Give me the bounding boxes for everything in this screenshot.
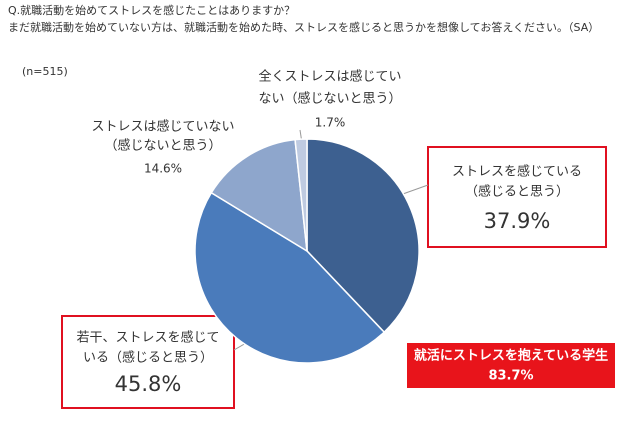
sample-size: (n=515) <box>22 65 68 78</box>
highlight-box <box>427 146 607 248</box>
slice-label: （感じると思う） <box>465 184 569 200</box>
slice-label: ない（感じないと思う） <box>258 91 401 107</box>
value-label: 14.6% <box>144 162 182 176</box>
slice-label: ストレスを感じている <box>452 164 582 180</box>
summary-label: 就活にストレスを抱えている学生 <box>414 348 608 364</box>
slice-label: いる（感じると思う） <box>83 350 213 366</box>
slice-label: （感じないと思う） <box>104 138 221 154</box>
pie-slice <box>210 138 308 253</box>
slice-label: 若干、ストレスを感じて <box>76 330 219 346</box>
summary-value: 83.7% <box>488 369 533 384</box>
pie-slice <box>306 138 420 334</box>
slice-label: ストレスは感じていない <box>91 119 234 135</box>
value-label: 45.8% <box>115 372 182 396</box>
leader-line <box>399 184 429 196</box>
pie-slice <box>194 191 386 364</box>
chart-title: Q.就職活動を始めてストレスを感じたことはありますか？ <box>8 3 295 17</box>
slice-label: 全くストレスは感じてい <box>258 69 401 85</box>
summary-box <box>407 343 615 388</box>
highlight-box <box>61 315 235 409</box>
value-label: 1.7% <box>315 116 346 130</box>
value-label: 37.9% <box>484 209 551 233</box>
pie-slice <box>294 138 308 252</box>
chart-subtitle: まだ就職活動を始めていない方は、就職活動を始めた時、ストレスを感じると思うかを想… <box>8 20 599 34</box>
